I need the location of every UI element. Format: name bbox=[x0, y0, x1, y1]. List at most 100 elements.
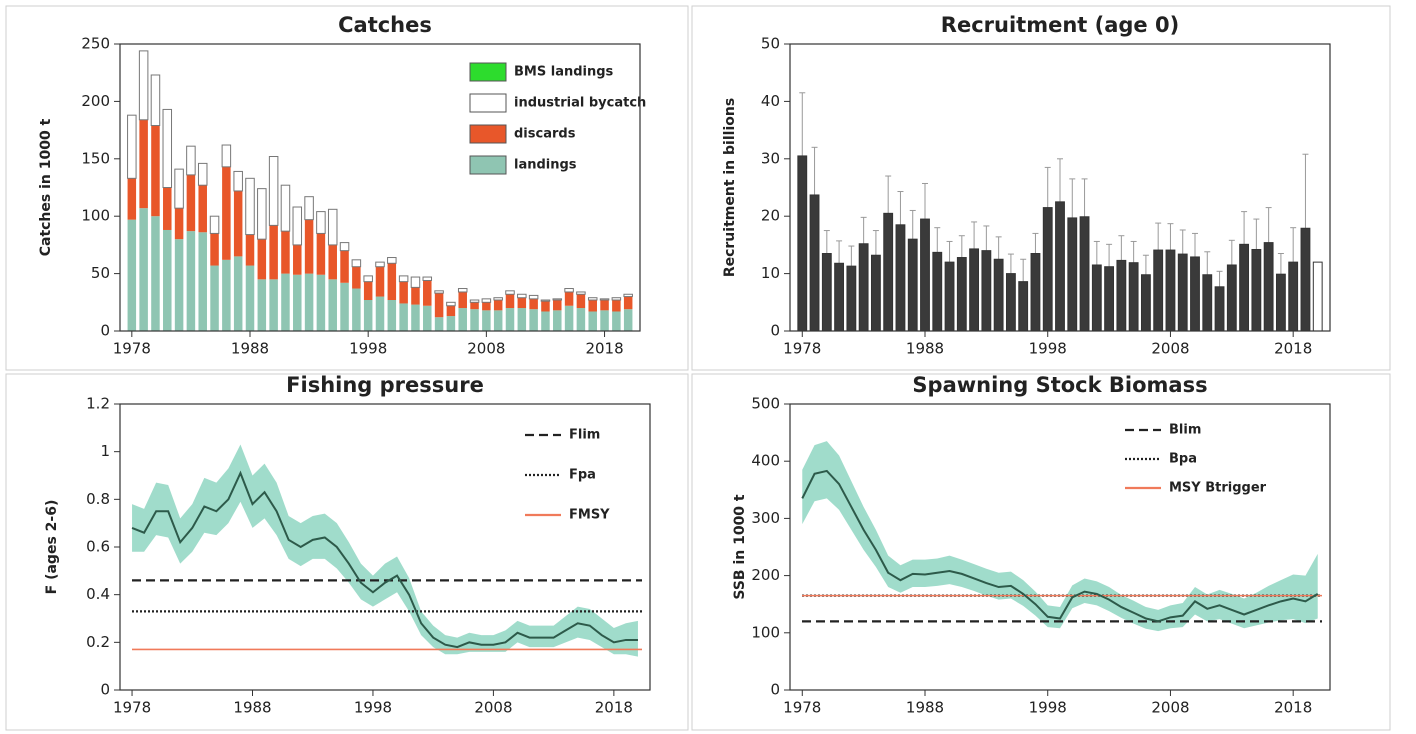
bar-segment bbox=[162, 108, 173, 188]
bar-segment bbox=[623, 309, 633, 331]
bar bbox=[1251, 248, 1262, 332]
legend-swatch bbox=[469, 62, 507, 82]
bar-segment bbox=[481, 298, 492, 303]
chart-title: Fishing pressure bbox=[286, 373, 484, 397]
bar-segment bbox=[612, 300, 621, 312]
y-tick-label: 100 bbox=[81, 207, 110, 225]
bar-segment bbox=[576, 291, 586, 295]
bar-segment bbox=[363, 275, 373, 283]
bar-segment bbox=[186, 174, 196, 232]
bar-segment bbox=[233, 190, 243, 257]
bar-segment bbox=[304, 219, 314, 274]
bar bbox=[1312, 261, 1323, 332]
chart-title: Spawning Stock Biomass bbox=[912, 373, 1207, 397]
bar-segment bbox=[233, 170, 243, 192]
bar-segment bbox=[493, 297, 503, 301]
bar-segment bbox=[245, 177, 255, 236]
bar bbox=[1300, 227, 1311, 332]
bar-segment bbox=[328, 279, 337, 331]
bar bbox=[1005, 273, 1016, 332]
bar bbox=[821, 253, 832, 332]
bar-segment bbox=[587, 297, 598, 301]
bar-segment bbox=[340, 250, 349, 283]
bar-segment bbox=[127, 178, 137, 220]
bar-segment bbox=[517, 293, 527, 299]
bar-segment bbox=[552, 298, 563, 301]
bar-segment bbox=[257, 188, 267, 240]
bar-segment bbox=[281, 231, 290, 274]
bar bbox=[969, 248, 980, 332]
x-tick-label: 2008 bbox=[1151, 699, 1189, 717]
bar bbox=[1239, 243, 1250, 332]
y-tick-label: 250 bbox=[81, 35, 110, 53]
bar bbox=[944, 261, 955, 332]
x-tick-label: 2018 bbox=[1274, 340, 1312, 358]
bar-segment bbox=[528, 294, 539, 300]
bar-segment bbox=[210, 233, 219, 266]
legend-label: Blim bbox=[1169, 423, 1201, 438]
bar bbox=[1128, 262, 1139, 332]
y-tick-label: 300 bbox=[751, 509, 780, 527]
bar-segment bbox=[434, 293, 444, 318]
plot-frame bbox=[119, 43, 641, 332]
bar-segment bbox=[351, 259, 362, 268]
bar-segment bbox=[505, 294, 515, 309]
bar bbox=[907, 238, 918, 332]
bar-segment bbox=[541, 311, 550, 331]
y-tick-label: 100 bbox=[751, 623, 780, 641]
bar bbox=[1079, 216, 1090, 332]
bar-segment bbox=[304, 196, 314, 221]
bar-segment bbox=[316, 274, 326, 331]
bar-segment bbox=[599, 298, 610, 301]
bar-segment bbox=[339, 242, 350, 252]
bar-segment bbox=[576, 308, 586, 331]
x-tick-label: 1988 bbox=[906, 699, 944, 717]
bar-segment bbox=[292, 206, 303, 246]
y-tick-label: 0 bbox=[100, 322, 110, 340]
bar-segment bbox=[434, 290, 444, 294]
x-tick-label: 1998 bbox=[354, 699, 392, 717]
bar-segment bbox=[399, 281, 408, 304]
bar-segment bbox=[269, 279, 278, 331]
bar-segment bbox=[186, 145, 196, 176]
bar-segment bbox=[588, 311, 597, 331]
bar-segment bbox=[458, 308, 467, 331]
bar-segment bbox=[139, 208, 148, 331]
y-tick-label: 30 bbox=[761, 149, 780, 167]
x-tick-label: 1998 bbox=[1029, 340, 1067, 358]
plot-frame bbox=[789, 403, 1331, 691]
bar bbox=[858, 243, 869, 332]
bar-segment bbox=[352, 288, 361, 331]
bar-segment bbox=[174, 239, 184, 331]
legend-label: FMSY bbox=[569, 508, 610, 523]
legend-label: Bpa bbox=[1169, 452, 1197, 467]
bar-segment bbox=[221, 144, 232, 168]
bar-segment bbox=[293, 244, 302, 275]
bar bbox=[1018, 281, 1029, 332]
bar bbox=[1116, 259, 1127, 332]
bar-segment bbox=[470, 302, 479, 310]
bar-segment bbox=[457, 288, 468, 293]
plot-frame bbox=[119, 403, 651, 691]
line bbox=[131, 470, 638, 649]
bar-segment bbox=[529, 298, 538, 310]
y-tick-label: 1.2 bbox=[86, 395, 110, 413]
bar-segment bbox=[257, 279, 267, 331]
bar-segment bbox=[611, 297, 622, 301]
bar bbox=[1202, 274, 1213, 332]
bar-segment bbox=[186, 231, 196, 331]
bar-segment bbox=[482, 302, 491, 311]
bar-segment bbox=[138, 50, 149, 121]
bar-segment bbox=[398, 275, 409, 283]
bar-segment bbox=[257, 239, 267, 280]
bar-segment bbox=[422, 276, 433, 281]
bar bbox=[834, 262, 845, 332]
bar-segment bbox=[245, 265, 255, 331]
bar bbox=[1214, 286, 1225, 332]
y-tick-label: 50 bbox=[761, 35, 780, 53]
bar-segment bbox=[600, 300, 609, 311]
bar bbox=[797, 155, 808, 332]
bar-segment bbox=[222, 259, 231, 331]
